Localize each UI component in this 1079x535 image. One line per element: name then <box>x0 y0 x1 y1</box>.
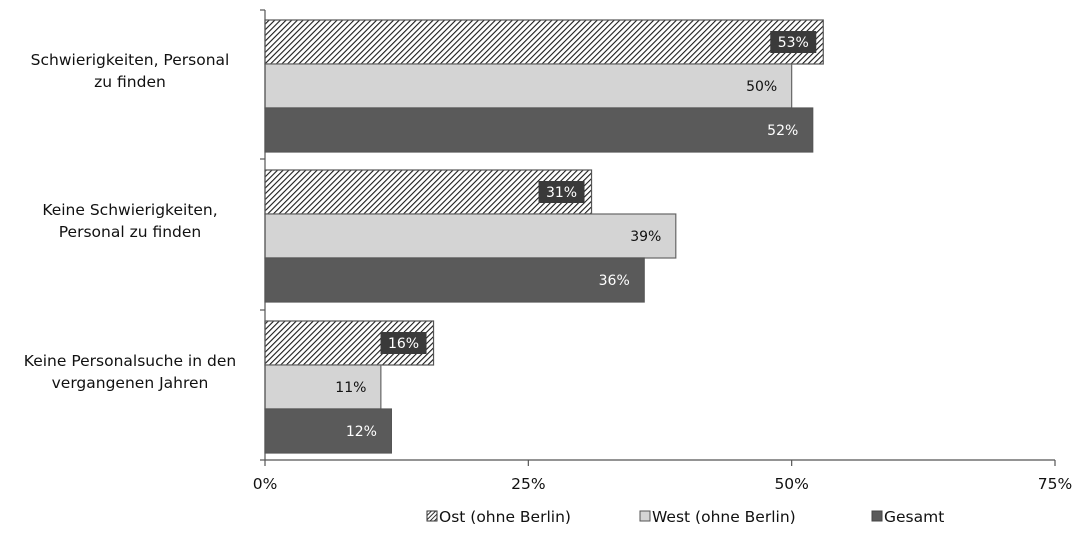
legend-swatch <box>426 510 438 522</box>
bar-ost-2 <box>264 169 593 215</box>
bar-west-3 <box>264 364 382 410</box>
legend-swatch <box>639 510 651 522</box>
data-label-ost-1: 53% <box>778 35 809 51</box>
data-label-bg-ost-3 <box>380 332 427 354</box>
bar-ost-1 <box>264 19 824 65</box>
data-label-west-2: 39% <box>630 229 661 245</box>
data-label-west-3: 11% <box>335 380 366 396</box>
bar-gesamt-3 <box>264 408 393 454</box>
data-label-ost-2: 31% <box>546 185 577 201</box>
bar-west-1 <box>264 63 793 109</box>
x-tick-label: 0% <box>253 475 278 493</box>
data-label-west-1: 50% <box>746 79 777 95</box>
data-label-bg-ost-1 <box>770 31 817 53</box>
x-tick-label: 50% <box>774 475 808 493</box>
category-label-3: Keine Personalsuche in den vergangenen Ja… <box>24 352 236 392</box>
legend-label: Gesamt <box>884 508 944 526</box>
legend-item-ost: Ost (ohne Berlin) <box>426 508 571 526</box>
category-label-1: Schwierigkeiten, Personal zu finden <box>31 51 230 91</box>
data-label-gesamt-1: 52% <box>767 123 798 139</box>
legend-swatch <box>871 510 883 522</box>
legend-item-west: West (ohne Berlin) <box>639 508 796 526</box>
data-label-gesamt-2: 36% <box>599 273 630 289</box>
bar-gesamt-1 <box>264 107 814 153</box>
bar-gesamt-2 <box>264 257 645 303</box>
legend-item-gesamt: Gesamt <box>871 508 944 526</box>
data-label-bg-ost-2 <box>538 181 585 203</box>
category-label-2: Keine Schwierigkeiten, Personal zu finden <box>42 201 217 241</box>
x-tick-label: 25% <box>511 475 545 493</box>
data-label-ost-3: 16% <box>388 336 419 352</box>
bar-west-2 <box>264 213 677 259</box>
legend-label: Ost (ohne Berlin) <box>439 508 571 526</box>
x-tick-label: 75% <box>1038 475 1072 493</box>
legend-label: West (ohne Berlin) <box>652 508 796 526</box>
data-label-gesamt-3: 12% <box>346 424 377 440</box>
